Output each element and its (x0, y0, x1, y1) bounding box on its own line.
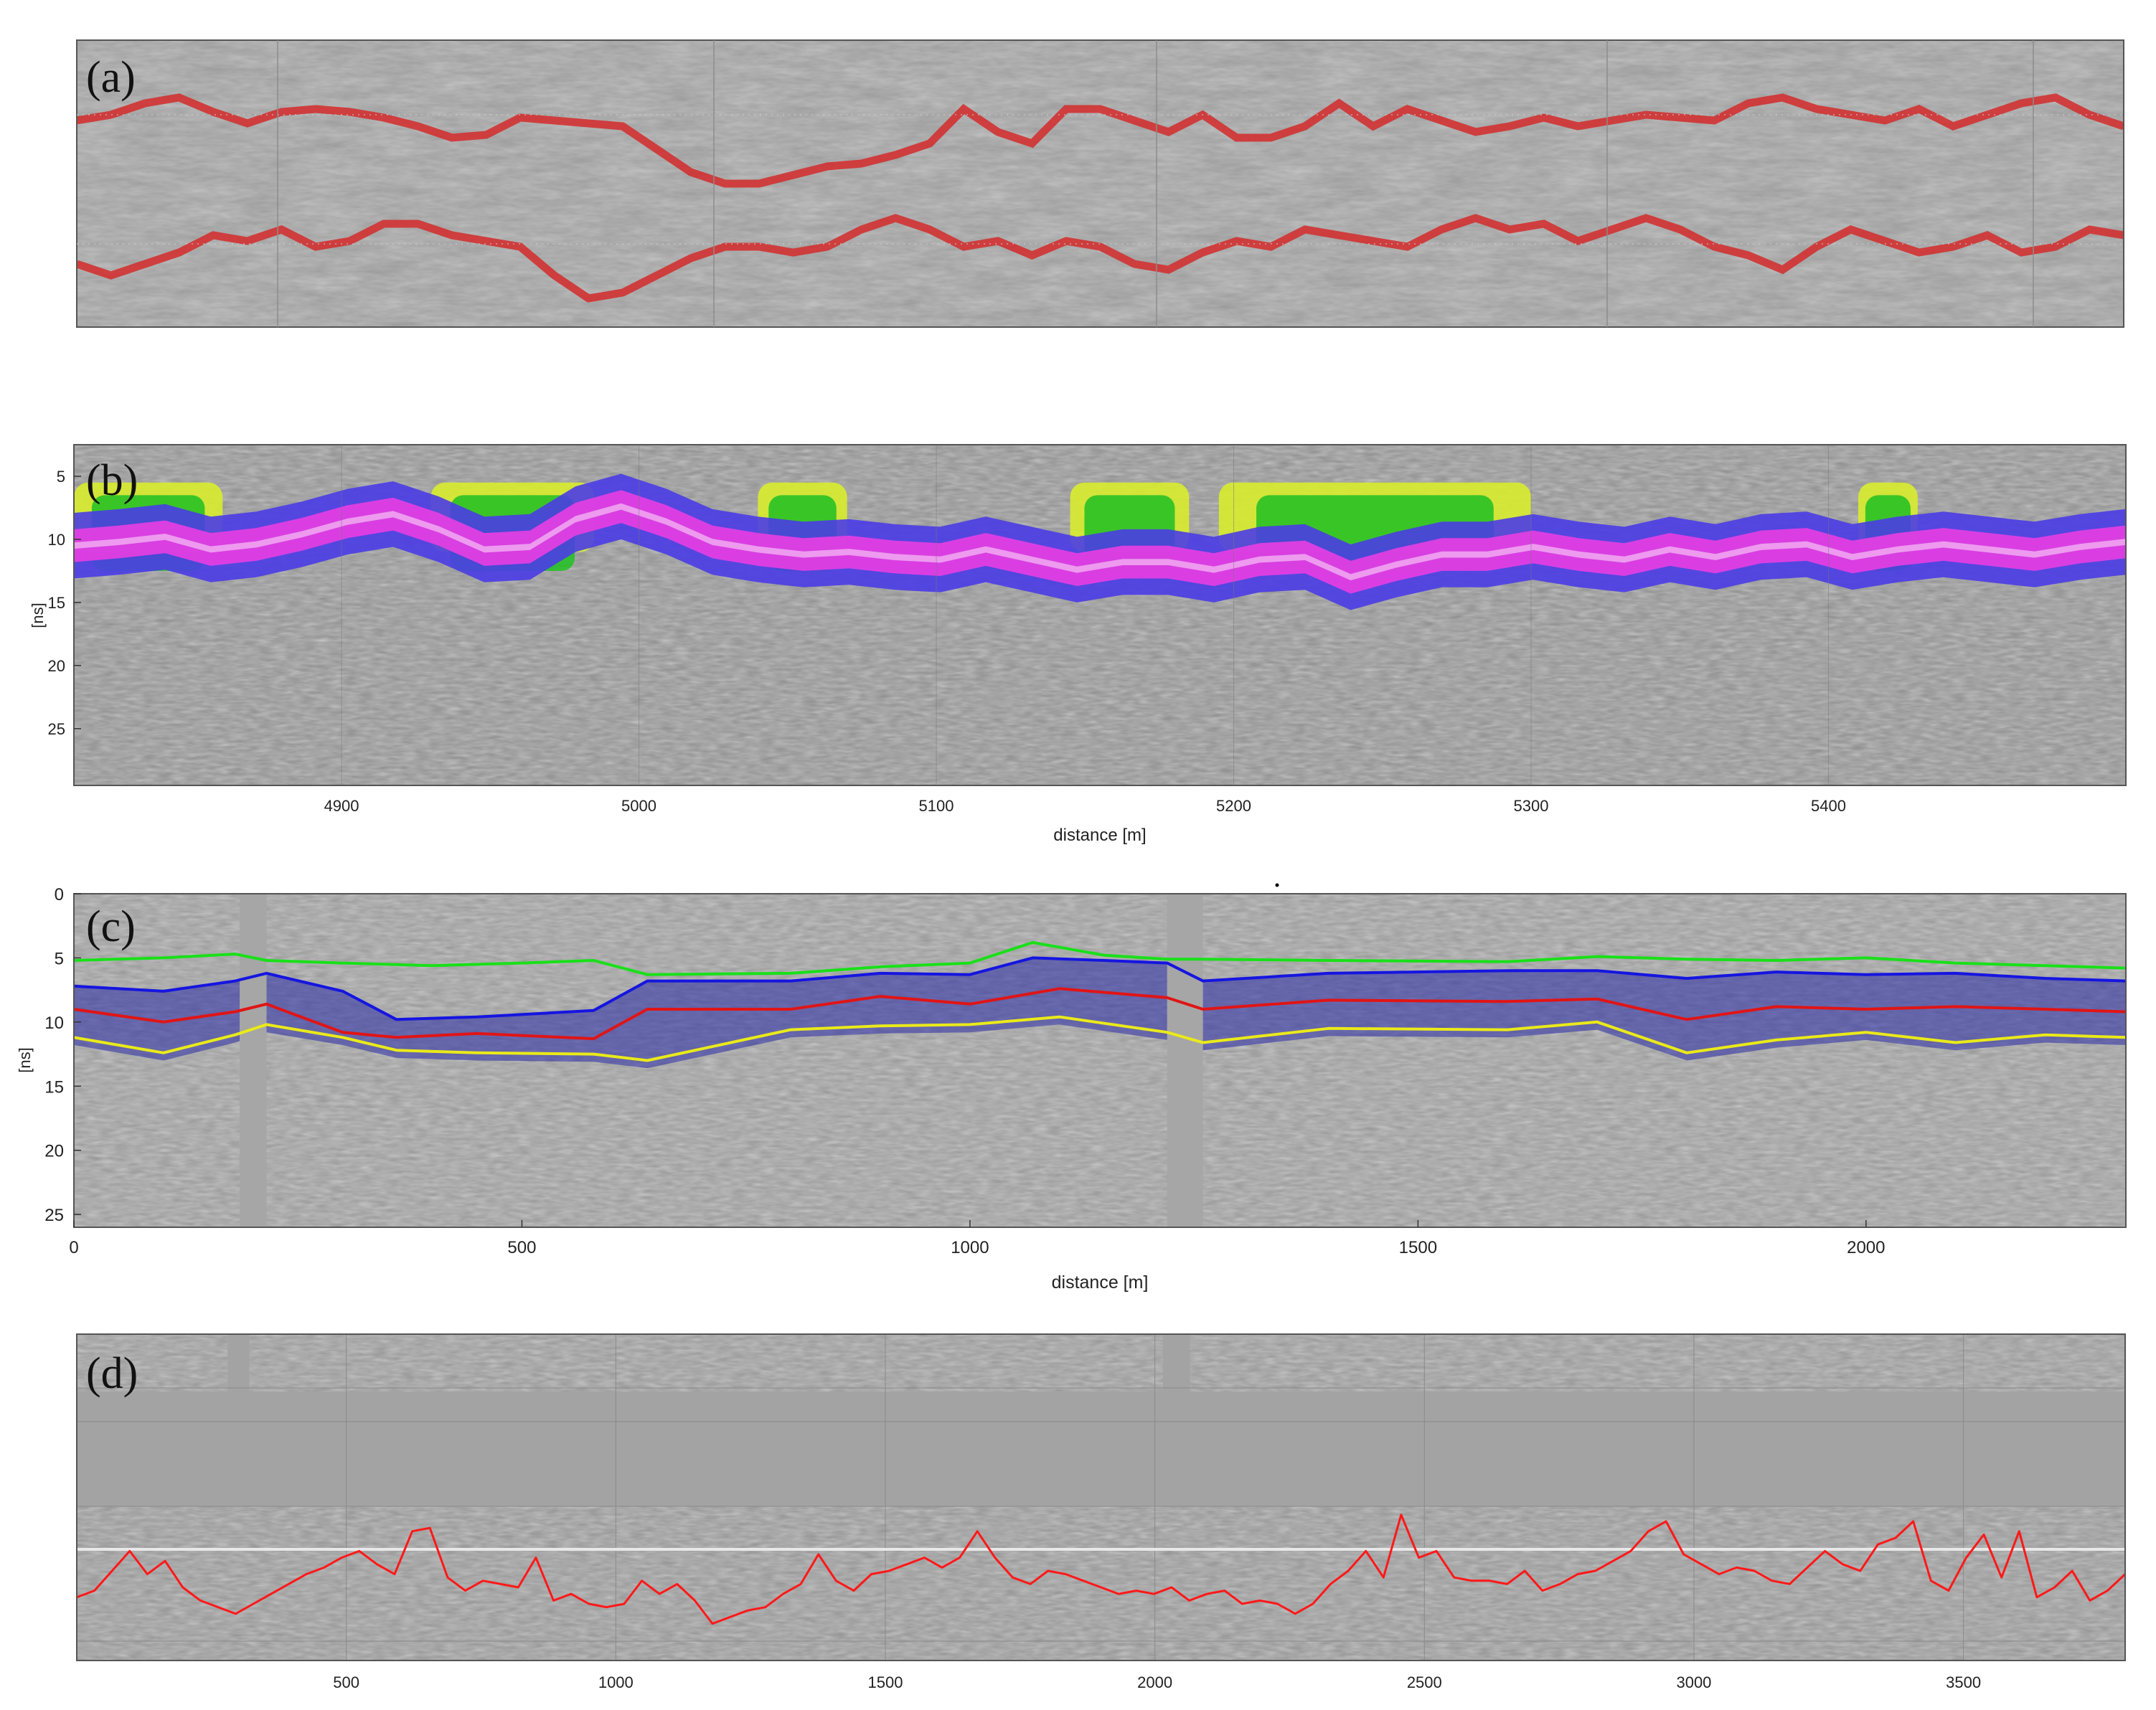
panel-b-ytick: 15 (48, 594, 65, 612)
panel-c-xtick: 500 (507, 1238, 536, 1257)
panel-b-ylabel: [ns] (29, 603, 47, 628)
panel-b-xtick: 5100 (919, 797, 954, 815)
panel-b: 4900 5000 5100 5200 5300 5400 5 10 15 20 25 distan… (29, 444, 2127, 845)
panel-c-label: (c) (86, 902, 136, 951)
panel-c-interface-1 (74, 941, 2126, 976)
panel-d-texture-bottom-dark (77, 1506, 2125, 1661)
panel-b-frame (73, 444, 2127, 786)
panel-c-ytick: 15 (44, 1077, 64, 1097)
stray-dot (1275, 883, 1279, 887)
panel-b-ytick: 20 (48, 657, 65, 675)
panel-d-xtick: 500 (333, 1673, 359, 1691)
panel-c-ytick: 0 (55, 885, 64, 904)
panel-d-xtick: 1000 (598, 1673, 634, 1691)
panel-c-xlabel: distance [m] (1052, 1272, 1149, 1293)
panel-d-trace (77, 1513, 2125, 1625)
panel-c-ylabel: [ns] (16, 1047, 34, 1072)
panel-d-xtick: 3000 (1676, 1673, 1711, 1691)
panel-d-xtick: 3500 (1946, 1673, 1981, 1691)
panel-c-xtick: 2000 (1847, 1238, 1885, 1257)
panel-d-texture-top-dark (77, 1334, 2125, 1392)
panel-d-data-gap (227, 1334, 250, 1399)
panel-b-xtick: 5000 (621, 797, 656, 815)
panel-c-layer-fill (74, 958, 2126, 1069)
panel-b-ytick: 5 (57, 468, 65, 486)
panel-b-xtick: 4900 (324, 797, 359, 815)
panel-d-xtick: 2500 (1407, 1673, 1442, 1691)
panel-b-xtick: 5300 (1514, 797, 1549, 815)
panel-a-label: (a) (86, 53, 136, 102)
panel-c-data-gap (240, 894, 267, 1227)
panel-a-texture-dark (77, 40, 2124, 327)
panel-a-frame (76, 39, 2124, 328)
panel-d-label: (d) (86, 1349, 138, 1398)
panel-c-frame (73, 893, 2127, 1228)
panel-c-xtick: 0 (69, 1238, 78, 1257)
panel-c-texture-dark (74, 894, 2126, 1227)
panel-c-interface-3 (74, 987, 2126, 1041)
panel-b-ytick: 25 (48, 720, 65, 738)
panel-d-xtick: 2000 (1137, 1673, 1172, 1691)
panel-b-xtick: 5200 (1216, 797, 1251, 815)
panel-a-horizon-1 (77, 93, 2124, 188)
panel-d-frame (76, 1333, 2126, 1661)
panel-b-layer-core (74, 503, 2126, 581)
panel-b-ytick: 10 (48, 531, 65, 549)
panel-b-xtick: 5400 (1811, 797, 1846, 815)
panel-c-xtick: 1000 (951, 1238, 989, 1257)
panel-c-ytick: 5 (55, 949, 64, 968)
panel-c-ytick: 10 (44, 1014, 64, 1033)
panel-c-ytick: 25 (44, 1206, 64, 1225)
panel-b-label: (b) (86, 456, 138, 505)
panel-d-data-gap (1162, 1334, 1190, 1399)
panel-d-xtick: 1500 (867, 1673, 903, 1691)
panel-c-ytick: 20 (44, 1142, 64, 1161)
panel-b-xlabel: distance [m] (1053, 826, 1146, 845)
panel-c-interface-4 (74, 1015, 2126, 1062)
panel-c-xtick: 1500 (1399, 1238, 1437, 1257)
panel-a-horizon-2 (77, 214, 2124, 303)
panel-d: 500 1000 1500 2000 2500 3000 3500 (d) (76, 1333, 2126, 1691)
panel-c-data-gap (1167, 894, 1203, 1227)
panel-c-interface-2 (74, 956, 2126, 1021)
panel-a: (a) (76, 39, 2124, 328)
